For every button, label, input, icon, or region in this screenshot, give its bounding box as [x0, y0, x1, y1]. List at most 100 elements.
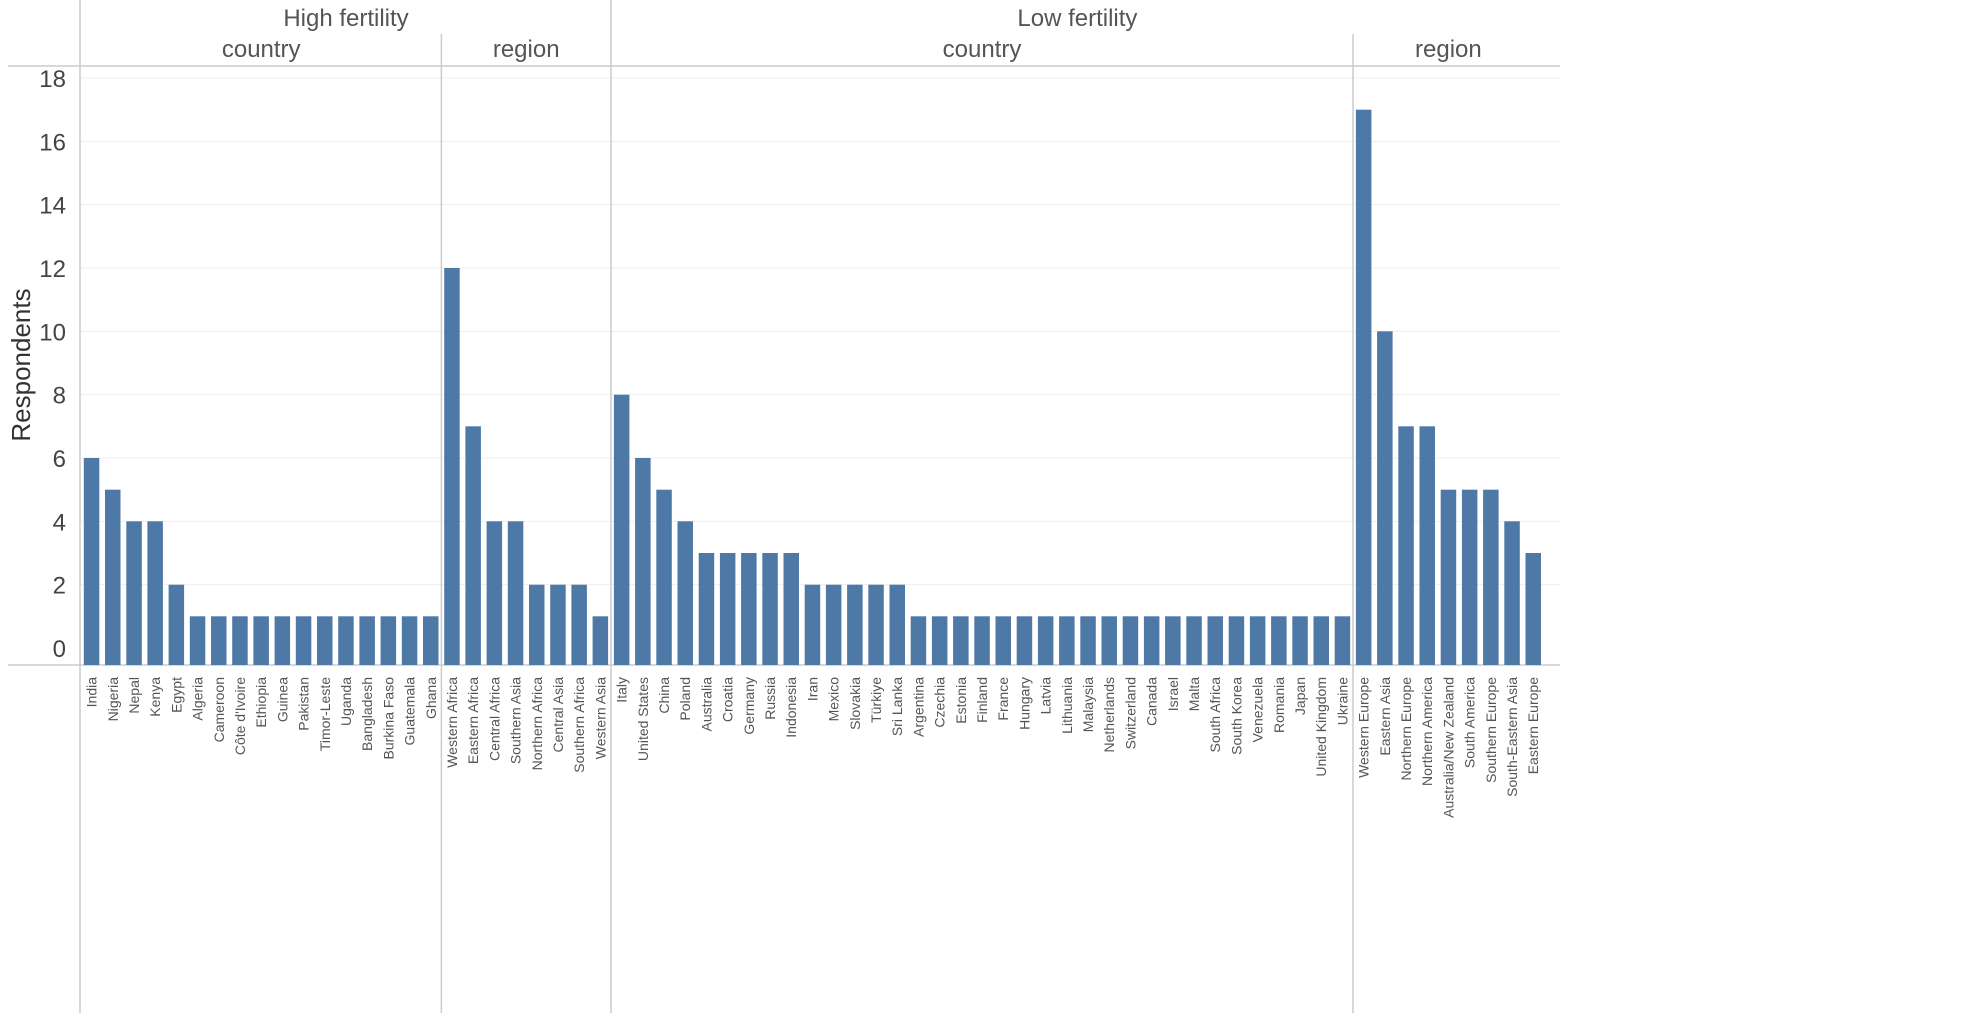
bar-low-fertility-country-lithuania — [1059, 616, 1075, 665]
x-tick-label-indonesia: Indonesia — [783, 677, 799, 738]
x-tick-label-eastern-asia: Eastern Asia — [1377, 677, 1393, 756]
bar-high-fertility-region-southern-asia — [507, 521, 524, 665]
x-tick-label-germany: Germany — [741, 677, 757, 735]
bar-high-fertility-country-uganda — [338, 616, 354, 665]
x-tick-label-poland: Poland — [677, 677, 693, 721]
x-tick-label-egypt: Egypt — [168, 677, 184, 713]
bar-low-fertility-region-australia-new-zealand — [1440, 489, 1457, 665]
bar-low-fertility-country-china — [656, 489, 672, 665]
x-tick-label-eastern-africa: Eastern Africa — [465, 677, 481, 764]
x-tick-label-mexico: Mexico — [826, 677, 842, 722]
bar-high-fertility-region-northern-africa — [529, 584, 545, 665]
x-tick-label-latvia: Latvia — [1038, 677, 1054, 715]
bar-low-fertility-country-south-korea — [1228, 616, 1245, 665]
header-low-fertility: Low fertility — [1017, 5, 1137, 32]
bars — [83, 109, 1541, 665]
x-tick-label-ukraine: Ukraine — [1334, 677, 1350, 725]
x-tick-label-uganda: Uganda — [338, 677, 354, 726]
x-tick-label-c-te-d-ivoire: Côte d'Ivoire — [232, 677, 248, 755]
x-tick-label-argentina: Argentina — [910, 677, 926, 737]
y-tick-label-8: 8 — [53, 383, 66, 410]
x-tick-label-central-asia: Central Asia — [550, 677, 566, 753]
x-tick-label-southern-africa: Southern Africa — [571, 677, 587, 773]
y-tick-label-18: 18 — [39, 66, 66, 93]
bar-low-fertility-region-south-eastern-asia — [1504, 521, 1520, 665]
x-tick-label-iran: Iran — [804, 677, 820, 701]
bar-high-fertility-country-kenya — [147, 521, 163, 665]
x-tick-label-india: India — [84, 677, 100, 708]
bar-high-fertility-region-central-asia — [550, 584, 566, 665]
x-tick-label-israel: Israel — [1165, 677, 1181, 711]
bar-low-fertility-country-united-kingdom — [1313, 616, 1329, 665]
x-tick-label-pakistan: Pakistan — [296, 677, 312, 731]
y-tick-label-4: 4 — [53, 509, 66, 536]
x-tick-label-kenya: Kenya — [147, 677, 163, 717]
y-tick-label-2: 2 — [53, 573, 66, 600]
x-tick-label-cameroon: Cameroon — [211, 677, 227, 742]
x-tick-label-south-korea: South Korea — [1228, 677, 1244, 755]
x-tick-label-eastern-europe: Eastern Europe — [1525, 677, 1541, 774]
subheader-high-fertility-region: region — [493, 36, 560, 63]
bar-low-fertility-region-southern-europe — [1483, 489, 1499, 665]
x-tick-label-czechia: Czechia — [932, 677, 948, 728]
bar-low-fertility-region-northern-america — [1419, 426, 1435, 665]
bar-low-fertility-country-indonesia — [783, 553, 799, 665]
x-tick-label-france: France — [995, 677, 1011, 721]
header-high-fertility: High fertility — [283, 5, 408, 32]
bar-high-fertility-country-burkina-faso — [380, 616, 397, 665]
x-tick-label-burkina-faso: Burkina Faso — [380, 677, 396, 760]
x-tick-label-south-america: South America — [1462, 677, 1478, 768]
bar-low-fertility-country-slovakia — [847, 584, 863, 665]
x-tick-label-hungary: Hungary — [1016, 677, 1032, 730]
bar-low-fertility-country-france — [995, 616, 1011, 665]
bar-low-fertility-country-netherlands — [1101, 616, 1117, 665]
bar-low-fertility-country-t-rkiye — [868, 584, 884, 665]
x-tick-label-lithuania: Lithuania — [1059, 677, 1075, 734]
bar-high-fertility-region-central-africa — [486, 521, 503, 665]
y-tick-label-10: 10 — [39, 319, 66, 346]
x-tick-label-northern-europe: Northern Europe — [1398, 677, 1414, 781]
bar-high-fertility-country-guinea — [274, 616, 291, 665]
x-tick-label-australia-new-zealand: Australia/New Zealand — [1440, 677, 1456, 818]
bar-low-fertility-country-canada — [1143, 616, 1160, 665]
x-tick-label-guatemala: Guatemala — [402, 677, 418, 746]
bar-high-fertility-country-nigeria — [105, 489, 121, 665]
x-tick-label-western-europe: Western Europe — [1356, 677, 1372, 778]
bar-high-fertility-country-india — [83, 458, 100, 665]
x-tick-label-south-eastern-asia: South-Eastern Asia — [1504, 677, 1520, 797]
x-tick-label-romania: Romania — [1271, 677, 1287, 733]
bar-low-fertility-country-hungary — [1016, 616, 1033, 665]
x-tick-label-slovakia: Slovakia — [847, 677, 863, 730]
bar-high-fertility-country-ethiopia — [253, 616, 269, 665]
x-tick-label-russia: Russia — [762, 677, 778, 720]
bar-low-fertility-country-italy — [613, 394, 630, 665]
bar-low-fertility-country-romania — [1271, 616, 1287, 665]
x-tick-label-netherlands: Netherlands — [1101, 677, 1117, 753]
panel-headers: country region High fertility country region… — [222, 5, 1482, 63]
x-tick-label-western-asia: Western Asia — [592, 677, 608, 759]
y-tick-label-12: 12 — [39, 256, 66, 283]
subheader-high-fertility-country: country — [222, 36, 301, 63]
bar-low-fertility-country-czechia — [931, 616, 948, 665]
y-tick-label-6: 6 — [53, 446, 66, 473]
grid-lines — [80, 77, 1560, 586]
x-tick-label-switzerland: Switzerland — [1122, 677, 1138, 749]
x-tick-label-finland: Finland — [974, 677, 990, 723]
x-tick-label-central-africa: Central Africa — [486, 677, 502, 761]
bar-low-fertility-region-eastern-asia — [1377, 331, 1393, 665]
y-tick-labels: 0 2 4 6 8 10 12 14 16 18 — [39, 66, 66, 663]
x-tick-label-nepal: Nepal — [126, 677, 142, 714]
bar-low-fertility-country-malaysia — [1080, 616, 1096, 665]
bar-high-fertility-country-c-te-d-ivoire — [232, 616, 248, 665]
bar-low-fertility-country-venezuela — [1249, 616, 1266, 665]
bar-low-fertility-country-japan — [1292, 616, 1308, 665]
x-tick-label-bangladesh: Bangladesh — [359, 677, 375, 751]
x-tick-label-algeria: Algeria — [190, 677, 206, 721]
y-tick-label-14: 14 — [39, 193, 66, 220]
x-tick-label-malaysia: Malaysia — [1080, 677, 1096, 732]
bar-high-fertility-country-egypt — [168, 584, 185, 665]
x-tick-label-southern-europe: Southern Europe — [1483, 677, 1499, 783]
bar-low-fertility-region-eastern-europe — [1525, 553, 1541, 665]
bar-low-fertility-region-northern-europe — [1398, 426, 1414, 665]
